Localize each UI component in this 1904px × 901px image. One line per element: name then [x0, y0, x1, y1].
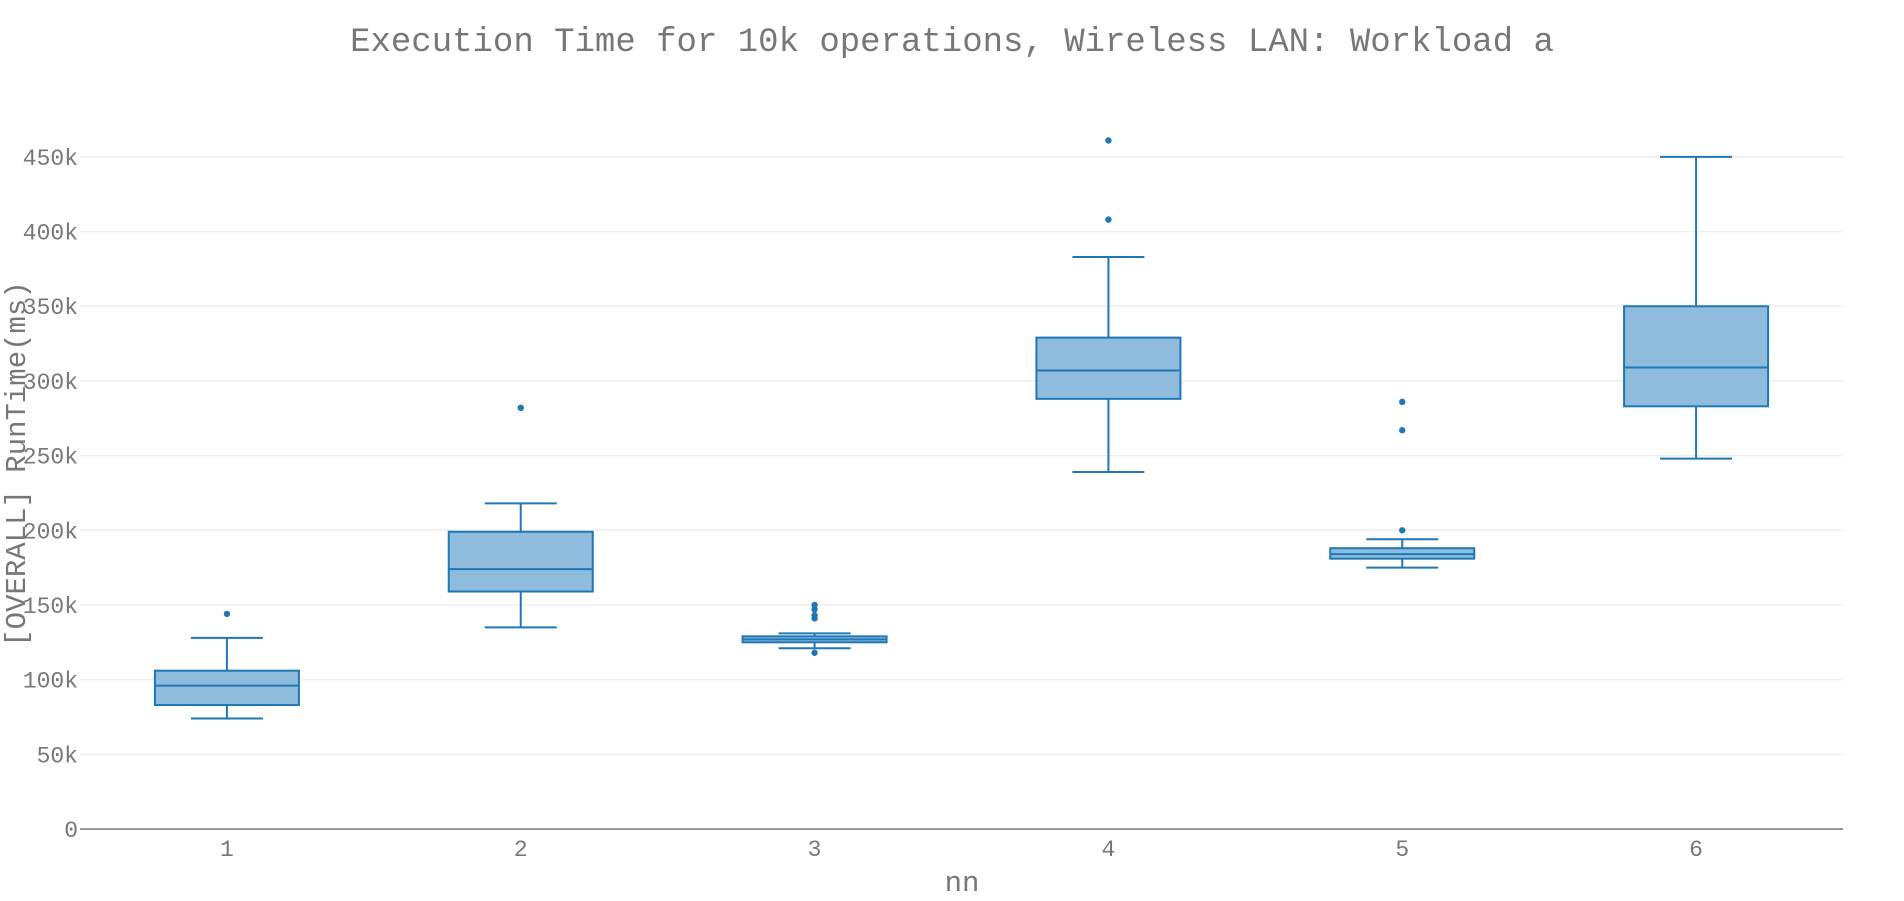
y-tick-label: 350k	[23, 295, 78, 321]
box-4	[1035, 137, 1182, 474]
outlier-point	[1399, 398, 1406, 406]
box-2	[447, 404, 594, 629]
y-tick-label: 300k	[23, 370, 78, 396]
gridlines	[80, 156, 1843, 756]
x-tick-label: 3	[808, 837, 822, 863]
box-iqr	[1623, 305, 1770, 408]
x-tick-label: 6	[1689, 837, 1703, 863]
box-6	[1623, 155, 1770, 460]
outlier-point	[811, 612, 818, 619]
box-1	[153, 610, 300, 720]
box-iqr	[1035, 336, 1182, 400]
x-axis-ticks: 1 2 3 4 5 6	[220, 837, 1703, 863]
outlier-point	[811, 601, 818, 609]
y-tick-label: 100k	[23, 669, 78, 695]
y-axis-title: [OVERALL] RunTime(ms)	[1, 281, 34, 646]
y-axis-ticks: 0 50k 100k 150k 200k 250k 300k 350k 400k 450k	[23, 146, 78, 844]
y-tick-label: 250k	[23, 445, 78, 471]
y-tick-label: 450k	[23, 146, 78, 172]
y-tick-label: 400k	[23, 221, 78, 247]
outlier-point	[223, 610, 231, 618]
box-5	[1329, 398, 1476, 569]
outlier-point	[811, 606, 818, 613]
y-tick-label: 200k	[23, 519, 78, 545]
chart-title: Execution Time for 10k operations, Wirel…	[350, 24, 1554, 62]
x-tick-label: 5	[1395, 837, 1409, 863]
boxes	[153, 137, 1770, 720]
outlier-point	[1105, 216, 1112, 223]
box-3	[741, 601, 888, 656]
y-tick-label: 50k	[37, 743, 78, 769]
x-tick-label: 4	[1102, 837, 1116, 863]
y-tick-label: 150k	[23, 594, 78, 620]
outlier-point	[1399, 527, 1406, 534]
x-axis-title: nn	[945, 867, 980, 900]
x-tick-label: 2	[514, 837, 528, 863]
outlier-point	[811, 649, 818, 656]
outlier-point	[1399, 427, 1406, 434]
x-tick-label: 1	[220, 837, 234, 863]
outlier-point	[517, 404, 524, 412]
box-iqr	[153, 669, 300, 707]
box-iqr	[447, 530, 594, 593]
y-tick-label: 0	[64, 818, 78, 844]
outlier-point	[1105, 137, 1112, 144]
